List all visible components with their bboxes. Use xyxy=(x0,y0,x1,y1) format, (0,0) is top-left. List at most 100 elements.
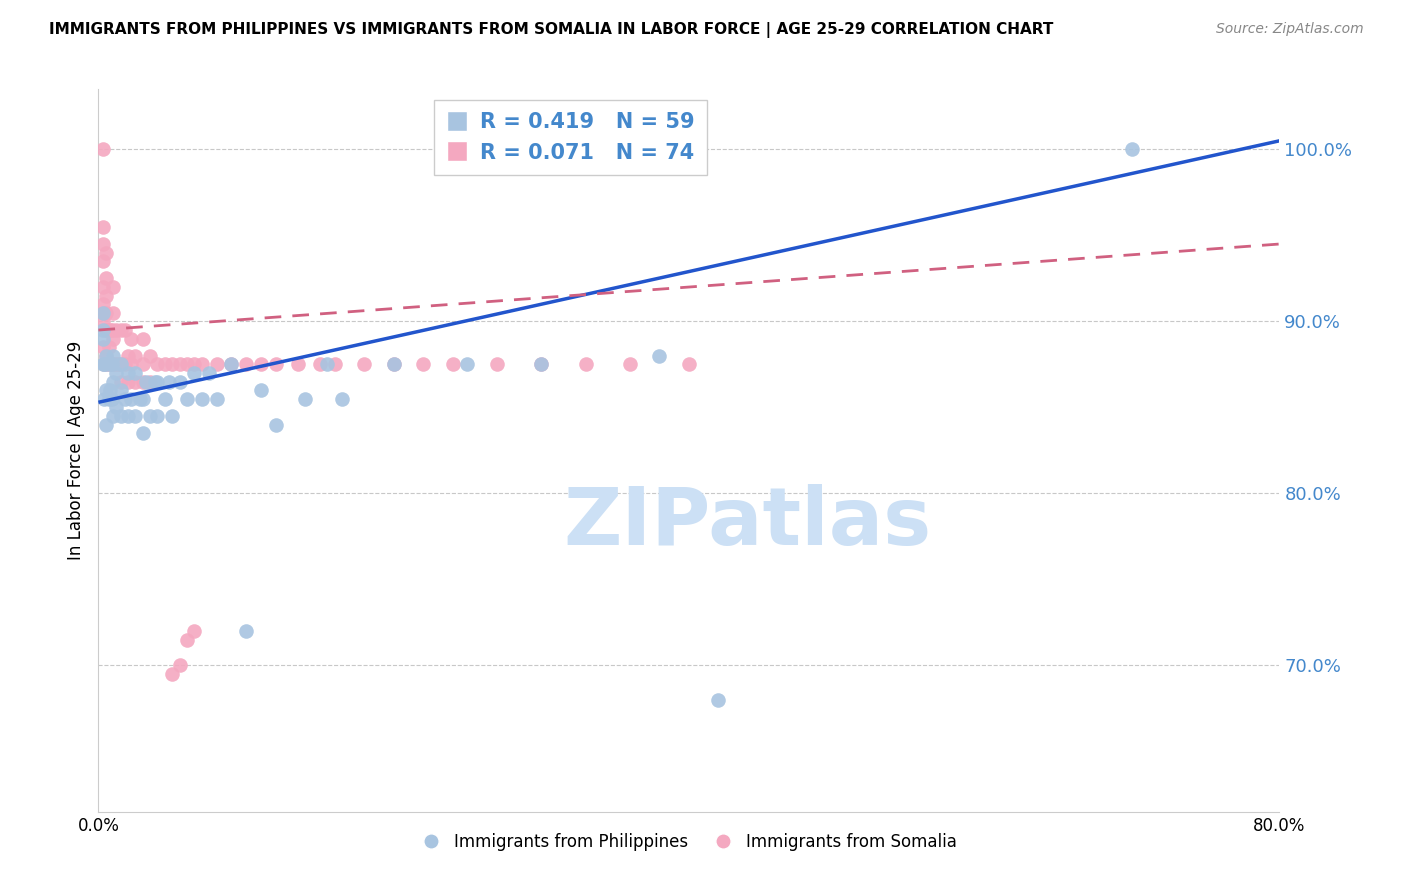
Point xyxy=(105,358,128,372)
Point xyxy=(1121,142,1143,156)
Point xyxy=(221,358,243,372)
Text: IMMIGRANTS FROM PHILIPPINES VS IMMIGRANTS FROM SOMALIA IN LABOR FORCE | AGE 25-2: IMMIGRANTS FROM PHILIPPINES VS IMMIGRANT… xyxy=(49,22,1053,38)
Point xyxy=(221,358,243,372)
Point xyxy=(93,358,115,372)
Point xyxy=(250,384,273,398)
Point xyxy=(132,375,155,389)
Point xyxy=(91,254,114,268)
Point xyxy=(309,358,332,372)
Point xyxy=(100,392,122,406)
Point xyxy=(94,349,117,363)
Point xyxy=(98,358,121,372)
Point xyxy=(139,409,162,423)
Point xyxy=(191,358,214,372)
Point xyxy=(117,349,139,363)
Point xyxy=(94,384,117,398)
Point xyxy=(94,245,117,260)
Point xyxy=(132,332,155,346)
Point xyxy=(146,409,169,423)
Point xyxy=(110,375,132,389)
Point xyxy=(619,358,641,372)
Point xyxy=(91,297,114,311)
Point xyxy=(93,392,115,406)
Point xyxy=(91,280,114,294)
Point xyxy=(94,358,117,372)
Point xyxy=(146,375,169,389)
Point xyxy=(117,366,139,380)
Point xyxy=(124,349,146,363)
Point xyxy=(120,392,142,406)
Point xyxy=(98,323,121,337)
Point xyxy=(94,271,117,285)
Point xyxy=(169,358,191,372)
Point xyxy=(143,375,166,389)
Point xyxy=(105,323,128,337)
Point xyxy=(124,366,146,380)
Point xyxy=(105,401,128,415)
Point xyxy=(648,349,671,363)
Point xyxy=(323,358,346,372)
Point xyxy=(97,392,120,406)
Point xyxy=(117,409,139,423)
Point xyxy=(169,658,191,673)
Point xyxy=(94,417,117,432)
Y-axis label: In Labor Force | Age 25-29: In Labor Force | Age 25-29 xyxy=(66,341,84,560)
Point xyxy=(91,340,114,354)
Point xyxy=(183,624,205,639)
Point xyxy=(93,306,115,320)
Point xyxy=(169,375,191,389)
Point xyxy=(176,632,198,647)
Point xyxy=(114,323,136,337)
Point xyxy=(94,306,117,320)
Point xyxy=(132,426,155,441)
Point xyxy=(91,306,114,320)
Text: ZIPatlas: ZIPatlas xyxy=(564,483,932,562)
Point xyxy=(114,358,136,372)
Point xyxy=(98,384,121,398)
Point xyxy=(191,392,214,406)
Point xyxy=(105,366,128,380)
Point xyxy=(412,358,434,372)
Point xyxy=(91,142,114,156)
Point xyxy=(117,375,139,389)
Point xyxy=(139,349,162,363)
Point xyxy=(110,358,132,372)
Point xyxy=(382,358,405,372)
Point xyxy=(575,358,598,372)
Point xyxy=(110,384,132,398)
Point xyxy=(176,358,198,372)
Point xyxy=(91,323,114,337)
Point xyxy=(183,366,205,380)
Point xyxy=(353,358,375,372)
Point xyxy=(153,392,176,406)
Point xyxy=(205,392,228,406)
Point xyxy=(678,358,700,372)
Point xyxy=(100,358,122,372)
Text: Source: ZipAtlas.com: Source: ZipAtlas.com xyxy=(1216,22,1364,37)
Point xyxy=(176,392,198,406)
Point xyxy=(103,332,125,346)
Point xyxy=(132,392,155,406)
Point xyxy=(441,358,464,372)
Point xyxy=(530,358,553,372)
Point xyxy=(330,392,353,406)
Point xyxy=(100,358,122,372)
Point xyxy=(103,375,125,389)
Point xyxy=(110,409,132,423)
Point xyxy=(198,366,221,380)
Point xyxy=(94,323,117,337)
Point xyxy=(94,349,117,363)
Point xyxy=(120,332,142,346)
Point xyxy=(103,306,125,320)
Point xyxy=(103,409,125,423)
Point xyxy=(114,392,136,406)
Point xyxy=(110,323,132,337)
Point xyxy=(162,667,183,681)
Point xyxy=(235,358,257,372)
Point xyxy=(707,693,730,707)
Point xyxy=(457,358,479,372)
Point xyxy=(94,288,117,302)
Point xyxy=(135,375,157,389)
Point xyxy=(96,358,118,372)
Point xyxy=(264,417,287,432)
